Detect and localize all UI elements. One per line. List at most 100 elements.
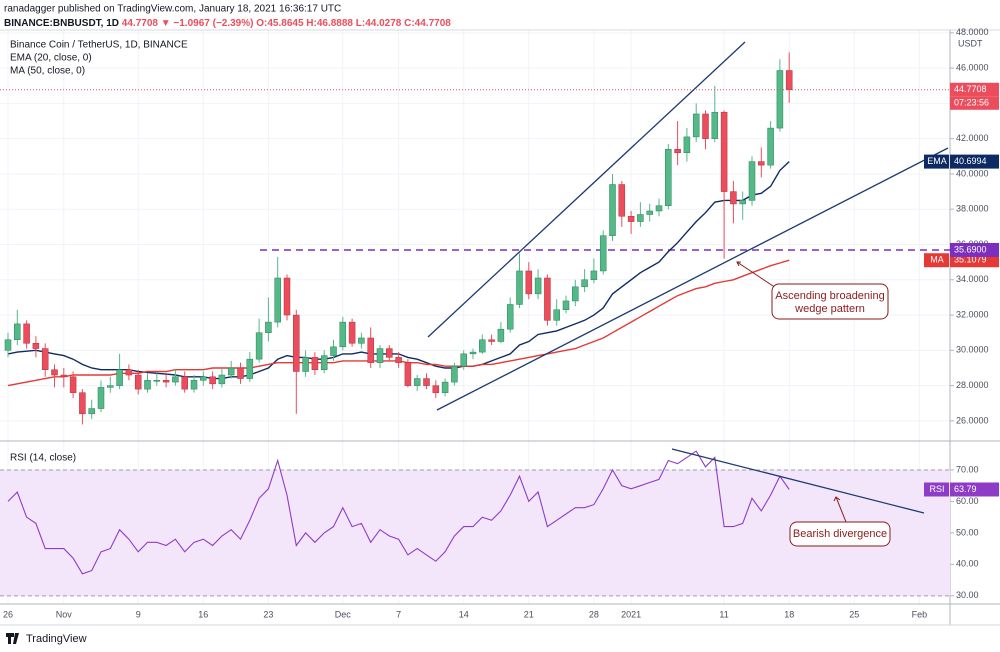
candle-body <box>599 235 607 272</box>
candle-body <box>181 376 188 390</box>
x-tick-label: Dec <box>335 609 352 619</box>
y-tick-label: 34.0000 <box>956 274 989 284</box>
y-tick-label: 40.0000 <box>956 168 989 178</box>
candle-body <box>665 148 672 206</box>
candle-body <box>609 184 616 236</box>
candle-body <box>190 380 198 390</box>
x-tick-label: 11 <box>719 609 728 619</box>
candle-body <box>469 351 477 355</box>
rsi-title: RSI (14, close) <box>10 453 76 464</box>
candle-body <box>758 161 765 166</box>
x-tick-label: 16 <box>198 609 208 619</box>
candle-body <box>376 348 384 363</box>
candle-body <box>423 378 430 386</box>
y-tick-label: 30.00 <box>956 590 979 600</box>
footer: TradingView <box>26 633 87 645</box>
change: ▼ −1.0967 (−2.39%) <box>161 18 254 29</box>
candle-body <box>525 270 533 295</box>
candle-body <box>506 304 514 330</box>
candle-body <box>4 339 12 351</box>
price-tag-label: 44.7708 <box>954 84 987 94</box>
x-tick-label: 26 <box>3 609 13 619</box>
candle-body <box>739 200 746 205</box>
tag-name <box>924 253 949 268</box>
candle-body <box>348 321 356 344</box>
candle-body <box>711 111 719 139</box>
y-tick-label: 40.00 <box>956 559 979 569</box>
candle-body <box>320 355 328 370</box>
candle-body <box>674 148 681 154</box>
candle-body <box>330 346 337 356</box>
candle-body <box>497 328 505 342</box>
candle-body <box>339 321 347 348</box>
x-tick-label: 21 <box>524 609 534 619</box>
candle-body <box>395 357 402 363</box>
ohlc: O:45.8645 H:46.8888 L:44.0278 C:44.7708 <box>256 18 451 29</box>
price-tag-label: 35.1079 <box>954 255 987 265</box>
candle-body <box>516 270 523 305</box>
legend-entry: EMA (20, close, 0) <box>10 53 92 64</box>
candle-body <box>776 70 784 129</box>
candle-body <box>134 374 142 390</box>
x-tick-label: Nov <box>56 609 73 619</box>
candle-body <box>172 376 179 383</box>
annotation-text: Ascending broadening <box>775 290 884 302</box>
annotation-arrow <box>833 496 847 523</box>
candle-body <box>311 357 319 370</box>
x-tick-label: 25 <box>849 609 859 619</box>
candle-body <box>386 348 393 358</box>
x-tick-label: 14 <box>459 609 469 619</box>
currency-label: USDT <box>958 38 983 48</box>
legend-entry: MA (50, close, 0) <box>10 66 85 77</box>
candle-body <box>125 369 133 376</box>
candle-body <box>785 70 793 91</box>
candle-body <box>144 380 151 390</box>
candle-body <box>60 374 68 378</box>
candle-body <box>730 191 737 205</box>
candle-body <box>274 277 281 323</box>
candle-body <box>255 332 263 360</box>
candle-body <box>116 369 123 386</box>
candle-body <box>683 136 691 154</box>
annotation-box <box>789 521 891 547</box>
wedge-lower-line <box>436 147 949 411</box>
tag-name <box>924 154 949 169</box>
candle-body <box>218 374 226 385</box>
symbol-line: BINANCE:BNBUSDT, 1D 44.7708 ▼ −1.0967 (−… <box>4 18 451 29</box>
candle-body <box>637 214 644 222</box>
price-tag <box>950 82 999 97</box>
candle-body <box>432 385 440 393</box>
candle-body <box>553 309 560 321</box>
x-tick-label: 9 <box>136 609 141 619</box>
candle-body <box>153 380 161 382</box>
candle-body <box>413 378 421 386</box>
candle-body <box>441 381 449 393</box>
y-tick-label: 60.00 <box>956 496 979 506</box>
y-tick-label: 26.0000 <box>956 415 989 425</box>
tag-name-label: EMA <box>927 156 947 166</box>
y-tick-label: 46.0000 <box>956 62 989 72</box>
logo <box>6 633 19 644</box>
candle-body <box>562 300 570 311</box>
candle-body <box>367 337 374 363</box>
candle-body <box>702 113 709 139</box>
candle-body <box>581 279 588 288</box>
price-tag <box>950 482 999 497</box>
last-price: 44.7708 <box>122 18 159 29</box>
countdown-tag <box>950 96 999 110</box>
candle-body <box>41 348 49 370</box>
symbol: BINANCE:BNBUSDT, 1D <box>4 18 119 29</box>
candle-body <box>302 357 309 372</box>
countdown: 07:23:56 <box>954 98 989 108</box>
x-tick-label: 7 <box>396 609 401 619</box>
y-tick-label: 70.00 <box>956 464 979 474</box>
publisher: ranadagger published on TradingView.com,… <box>4 4 341 15</box>
candle-body <box>451 365 458 383</box>
annotation-arrow <box>736 261 777 289</box>
candle-body <box>209 376 216 385</box>
candle-body <box>646 210 653 215</box>
candle-body <box>162 380 170 383</box>
candle-body <box>246 358 254 379</box>
price-tag-label: 40.6994 <box>954 156 987 166</box>
